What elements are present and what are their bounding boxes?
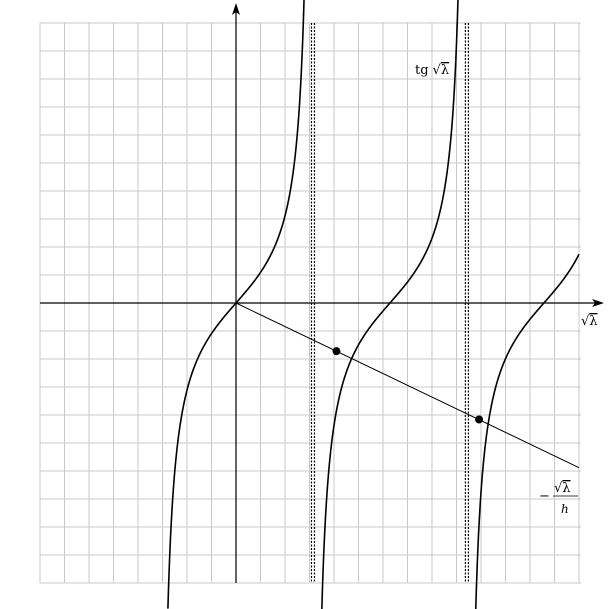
series-label-tan-radical: √ — [433, 63, 442, 78]
series-label-line-numerator: √λ — [554, 481, 571, 496]
series-label-line-var: λ — [562, 481, 570, 496]
series-label-line-denominator: h — [561, 502, 569, 516]
intersection-point — [475, 415, 484, 424]
x-axis-arrow — [592, 299, 604, 307]
x-axis-label-radical: √ — [581, 314, 590, 329]
series-tan-branch — [474, 253, 580, 609]
series-curves — [167, 0, 580, 609]
series-label-tan-func: tg — [415, 63, 429, 78]
series-label-line-radical: √ — [554, 481, 563, 496]
intersection-points — [332, 347, 484, 424]
series-label-tan: tg √λ — [415, 63, 449, 78]
series-label-line: − √λ h — [539, 481, 578, 516]
y-axis-arrow — [232, 3, 240, 15]
x-axis-label: √λ — [581, 314, 598, 329]
series-tan-branch — [321, 0, 459, 609]
intersection-point — [332, 347, 341, 356]
series-line — [235, 302, 580, 469]
series-label-line-sign: − — [539, 489, 550, 504]
axes — [40, 3, 604, 583]
x-axis-label-var: λ — [589, 314, 597, 329]
series-label-tan-var: λ — [441, 63, 449, 78]
